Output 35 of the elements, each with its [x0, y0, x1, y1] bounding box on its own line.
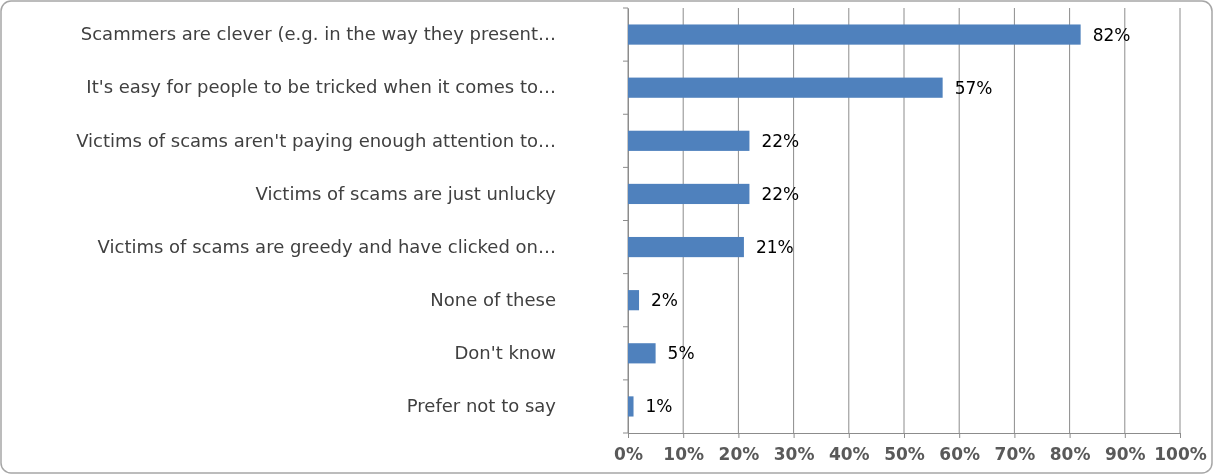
x-tick-label: 100%	[1154, 443, 1207, 464]
y-tick-label: Don't know	[454, 342, 556, 364]
bar	[628, 24, 1081, 45]
y-tick-label: Victims of scams aren't paying enough attention to…	[76, 129, 556, 151]
bar	[628, 77, 943, 98]
x-tick-label: 50%	[884, 443, 925, 464]
data-label: 5%	[667, 343, 695, 364]
bar	[628, 343, 656, 364]
y-tick-label: It's easy for people to be tricked when it comes to…	[86, 76, 556, 98]
data-label: 21%	[755, 237, 794, 258]
data-label: 22%	[761, 183, 800, 204]
y-tick-label: Prefer not to say	[406, 395, 557, 417]
bar	[628, 396, 634, 417]
x-tick-label: 40%	[828, 443, 870, 464]
x-tick-label: 70%	[994, 443, 1036, 464]
x-tick-label: 60%	[939, 443, 981, 464]
x-tick-label: 80%	[1049, 443, 1091, 464]
bar	[628, 130, 750, 151]
x-tick-label: 10%	[663, 443, 705, 464]
data-label: 1%	[645, 396, 673, 417]
bar	[628, 290, 640, 311]
x-tick-label: 0%	[614, 443, 643, 464]
x-tick-label: 90%	[1104, 443, 1146, 464]
data-label: 22%	[761, 130, 800, 151]
bar	[628, 236, 744, 258]
y-tick-label: Scammers are clever (e.g. in the way they present…	[80, 23, 556, 45]
data-label: 82%	[1092, 24, 1131, 45]
y-tick-label: None of these	[430, 288, 556, 310]
y-tick-label: Victims of scams are greedy and have clicked on…	[97, 235, 556, 257]
data-label: 2%	[651, 290, 679, 311]
x-tick-label: 20%	[718, 443, 760, 464]
bar	[628, 183, 750, 205]
data-label: 57%	[954, 77, 993, 98]
y-tick-label: Victims of scams are just unlucky	[255, 182, 557, 204]
x-tick-label: 30%	[773, 443, 815, 464]
